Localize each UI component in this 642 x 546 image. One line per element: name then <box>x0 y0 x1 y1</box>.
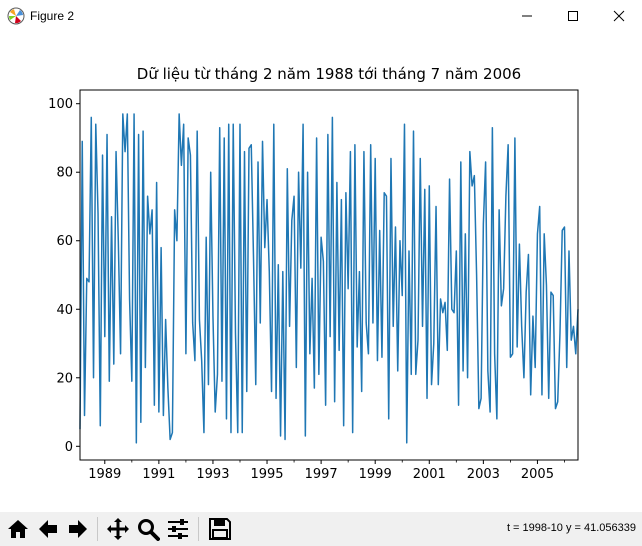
forward-arrow-icon <box>69 520 87 538</box>
figure-canvas[interactable]: Dữ liệu từ tháng 2 năm 1988 tới tháng 7 … <box>0 32 642 512</box>
close-button[interactable] <box>596 0 642 32</box>
back-button[interactable] <box>34 515 62 543</box>
home-icon <box>8 520 28 538</box>
x-tick-label: 2001 <box>413 467 446 482</box>
x-tick-label: 1999 <box>359 467 392 482</box>
y-tick-label: 20 <box>56 371 73 386</box>
save-icon <box>209 518 231 540</box>
cursor-coordinates: t = 1998-10 y = 41.056339 <box>506 522 636 534</box>
series-line <box>79 113 579 444</box>
maximize-button[interactable] <box>550 0 596 32</box>
y-tick-label: 0 <box>65 440 73 455</box>
toolbar-separator <box>198 517 199 541</box>
close-icon <box>613 10 625 22</box>
x-tick-label: 2005 <box>521 467 554 482</box>
navigation-toolbar: t = 1998-10 y = 41.056339 <box>0 512 642 546</box>
window-title: Figure 2 <box>30 9 75 23</box>
matplotlib-app-icon <box>7 7 25 25</box>
minimize-icon <box>522 15 532 17</box>
zoom-button[interactable] <box>134 515 162 543</box>
x-tick-label: 2003 <box>467 467 500 482</box>
configure-subplots-button[interactable] <box>164 515 192 543</box>
x-tick-label: 1989 <box>88 467 121 482</box>
maximize-icon <box>568 11 578 21</box>
axes-frame <box>79 89 579 461</box>
pan-icon <box>107 518 129 540</box>
back-arrow-icon <box>39 520 57 538</box>
y-tick-label: 100 <box>48 97 73 112</box>
forward-button[interactable] <box>64 515 92 543</box>
x-tick-label: 1993 <box>196 467 229 482</box>
home-button[interactable] <box>4 515 32 543</box>
chart-title: Dữ liệu từ tháng 2 năm 1988 tới tháng 7 … <box>137 65 521 83</box>
x-tick-label: 1991 <box>142 467 175 482</box>
configure-subplots-icon <box>168 519 188 539</box>
save-button[interactable] <box>206 515 234 543</box>
line-chart: Dữ liệu từ tháng 2 năm 1988 tới tháng 7 … <box>48 65 579 482</box>
y-tick-label: 80 <box>56 166 73 181</box>
y-tick-label: 40 <box>56 303 73 318</box>
pan-button[interactable] <box>104 515 132 543</box>
x-tick-label: 1997 <box>305 467 338 482</box>
minimize-button[interactable] <box>504 0 550 32</box>
window-titlebar: Figure 2 <box>0 0 642 32</box>
zoom-icon <box>138 519 160 541</box>
x-tick-label: 1995 <box>250 467 283 482</box>
toolbar-separator <box>97 517 98 541</box>
y-tick-label: 60 <box>56 234 73 249</box>
